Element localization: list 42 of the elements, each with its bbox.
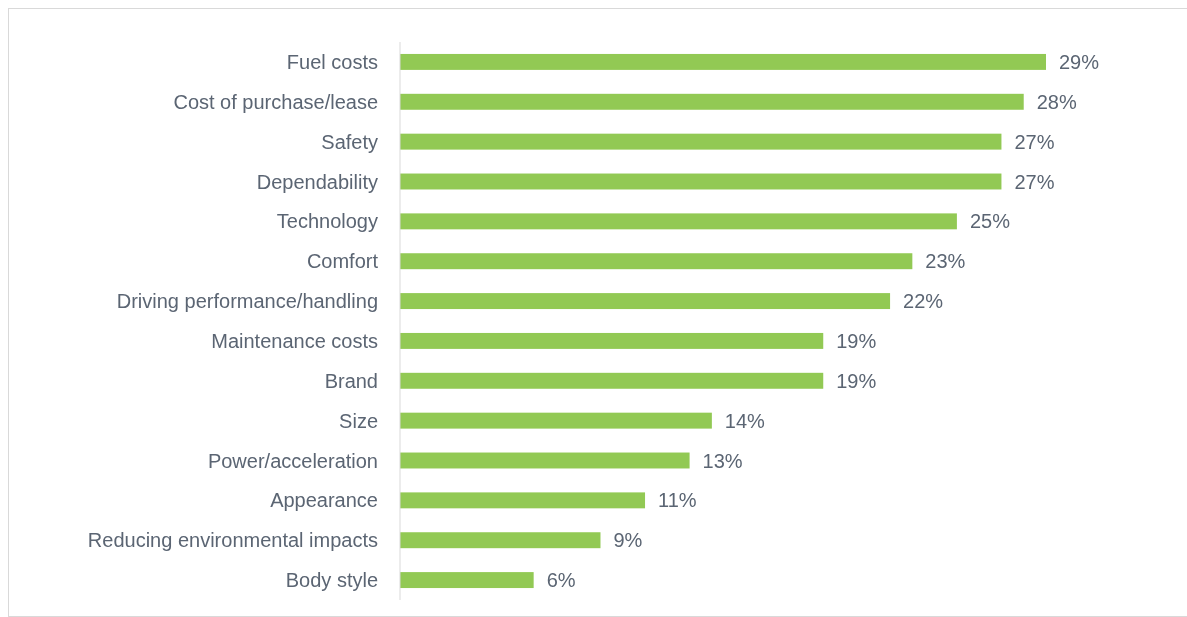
bar [400, 332, 824, 349]
y-tick-label: Comfort [306, 250, 379, 273]
data-label: 27% [1014, 170, 1055, 193]
bar [400, 53, 1046, 70]
bar [400, 93, 1024, 110]
y-tick-label: Technology [276, 210, 378, 233]
y-tick-label: Dependability [256, 170, 378, 193]
bar [400, 532, 601, 549]
y-tick-label: Maintenance costs [211, 329, 378, 352]
data-label: 25% [969, 210, 1011, 233]
bar [400, 572, 534, 589]
data-label: 23% [925, 250, 966, 273]
bar [400, 412, 712, 429]
data-label: 19% [836, 329, 877, 352]
data-label: 14% [724, 409, 766, 432]
y-tick-label: Driving performance/handling [116, 290, 378, 313]
y-tick-label: Body style [285, 569, 378, 592]
data-label: 29% [1059, 50, 1100, 73]
y-tick-label: Size [339, 409, 378, 432]
bar [400, 213, 957, 230]
data-label: 27% [1014, 130, 1055, 153]
data-label: 19% [836, 369, 877, 392]
bar [400, 293, 891, 310]
bar [400, 452, 690, 469]
bar [400, 133, 1002, 150]
y-tick-label: Reducing environmental impacts [87, 529, 378, 552]
data-label: 6% [546, 569, 576, 592]
y-tick-label: Brand [324, 369, 378, 392]
y-tick-label: Fuel costs [286, 50, 378, 73]
data-label: 13% [702, 449, 743, 472]
data-label: 22% [903, 290, 944, 313]
bar [400, 173, 1002, 190]
bar [400, 253, 913, 270]
y-tick-label: Power/acceleration [207, 449, 378, 472]
y-tick-label: Safety [321, 130, 378, 153]
bar [400, 372, 824, 389]
data-label: 11% [658, 489, 697, 512]
y-tick-label: Appearance [270, 489, 378, 512]
y-tick-label: Cost of purchase/lease [173, 90, 378, 113]
data-label: 9% [613, 529, 643, 552]
data-label: 28% [1036, 90, 1077, 113]
bar [400, 492, 646, 509]
